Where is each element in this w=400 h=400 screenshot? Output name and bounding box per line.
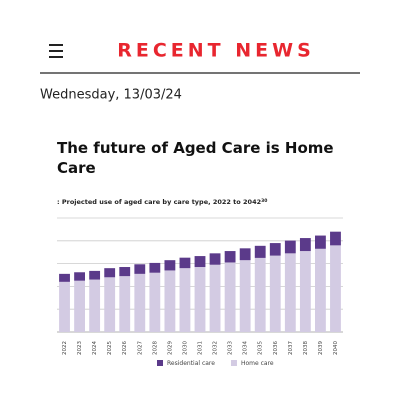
chart-title: The future of Aged Care is Home Care bbox=[57, 139, 334, 177]
bar-segment bbox=[104, 277, 116, 332]
x-tick-label: 2032 bbox=[213, 341, 219, 355]
legend-swatch bbox=[157, 360, 163, 366]
legend-label: Residential care bbox=[167, 360, 215, 367]
subtitle-note: 30 bbox=[261, 198, 267, 204]
x-tick-label: 2035 bbox=[258, 341, 264, 355]
bar-segment bbox=[209, 264, 221, 332]
legend-label: Home care bbox=[241, 360, 274, 367]
x-tick-label: 2037 bbox=[288, 341, 294, 355]
chart-subtitle: : Projected use of aged care by care typ… bbox=[57, 198, 267, 207]
x-tick-label: 2024 bbox=[92, 341, 98, 355]
bar-segment bbox=[89, 279, 101, 332]
x-tick-label: 2031 bbox=[198, 341, 204, 355]
title-line: The future of Aged Care is Home bbox=[57, 139, 334, 157]
bar-segment bbox=[134, 273, 146, 332]
bar-segment bbox=[119, 276, 131, 332]
bar-segment bbox=[74, 280, 85, 332]
x-tick-label: 2036 bbox=[273, 341, 279, 355]
bar-segment bbox=[284, 253, 296, 332]
bar-segment bbox=[330, 231, 341, 246]
x-tick-label: 2033 bbox=[228, 341, 234, 355]
x-tick-label: 2040 bbox=[333, 341, 339, 355]
bar-segment bbox=[194, 267, 206, 332]
bar-segment bbox=[194, 256, 206, 268]
x-tick-label: 2026 bbox=[122, 341, 128, 355]
bar-segment bbox=[74, 272, 85, 281]
bar-segment bbox=[269, 255, 281, 332]
bar-segment bbox=[149, 272, 161, 332]
bar-segment bbox=[254, 245, 266, 258]
legend-swatch bbox=[230, 360, 237, 366]
bar-segment bbox=[269, 243, 281, 256]
bar-segment bbox=[315, 248, 326, 332]
menu-bar bbox=[49, 56, 63, 58]
bar-segment bbox=[224, 251, 236, 263]
subtitle-text: : Projected use of aged care by care typ… bbox=[57, 198, 261, 206]
x-tick-label: 2023 bbox=[77, 341, 83, 355]
x-tick-label: 2034 bbox=[243, 341, 249, 355]
bar-segment bbox=[299, 251, 311, 332]
x-tick-label: 2027 bbox=[137, 341, 143, 355]
bar-segment bbox=[104, 268, 116, 278]
bar-segment bbox=[330, 245, 341, 332]
bar-segment bbox=[254, 257, 266, 332]
x-tick-label: 2022 bbox=[62, 341, 68, 355]
bar-segment bbox=[119, 267, 131, 277]
menu-bar bbox=[49, 44, 63, 46]
bar-segment bbox=[134, 264, 146, 274]
x-tick-label: 2030 bbox=[182, 341, 188, 355]
bar-segment bbox=[239, 260, 251, 332]
date: Wednesday, 13/03/24 bbox=[40, 88, 182, 103]
bar-segment bbox=[315, 235, 326, 249]
bar-segment bbox=[209, 253, 221, 265]
x-tick-label: 2029 bbox=[167, 341, 173, 355]
x-tick-label: 2039 bbox=[318, 341, 324, 355]
bar-segment bbox=[59, 281, 70, 332]
bar-segment bbox=[164, 260, 176, 271]
bar-segment bbox=[164, 270, 176, 332]
bar-segment bbox=[239, 248, 251, 261]
menu-icon[interactable] bbox=[49, 44, 63, 58]
bar-segment bbox=[89, 270, 101, 280]
title-line: Care bbox=[57, 159, 96, 177]
x-tick-label: 2028 bbox=[152, 341, 158, 355]
bar-segment bbox=[224, 262, 236, 332]
x-tick-label: 2038 bbox=[303, 341, 309, 355]
bar-segment bbox=[284, 240, 296, 254]
bar-segment bbox=[299, 238, 311, 252]
bar-segment bbox=[179, 268, 191, 332]
bar-segment bbox=[59, 273, 70, 282]
header-title: RECENT NEWS bbox=[117, 40, 315, 62]
menu-bar bbox=[49, 50, 63, 52]
bar-segment bbox=[179, 257, 191, 269]
bar-segment bbox=[149, 262, 161, 273]
x-tick-label: 2025 bbox=[107, 341, 113, 355]
